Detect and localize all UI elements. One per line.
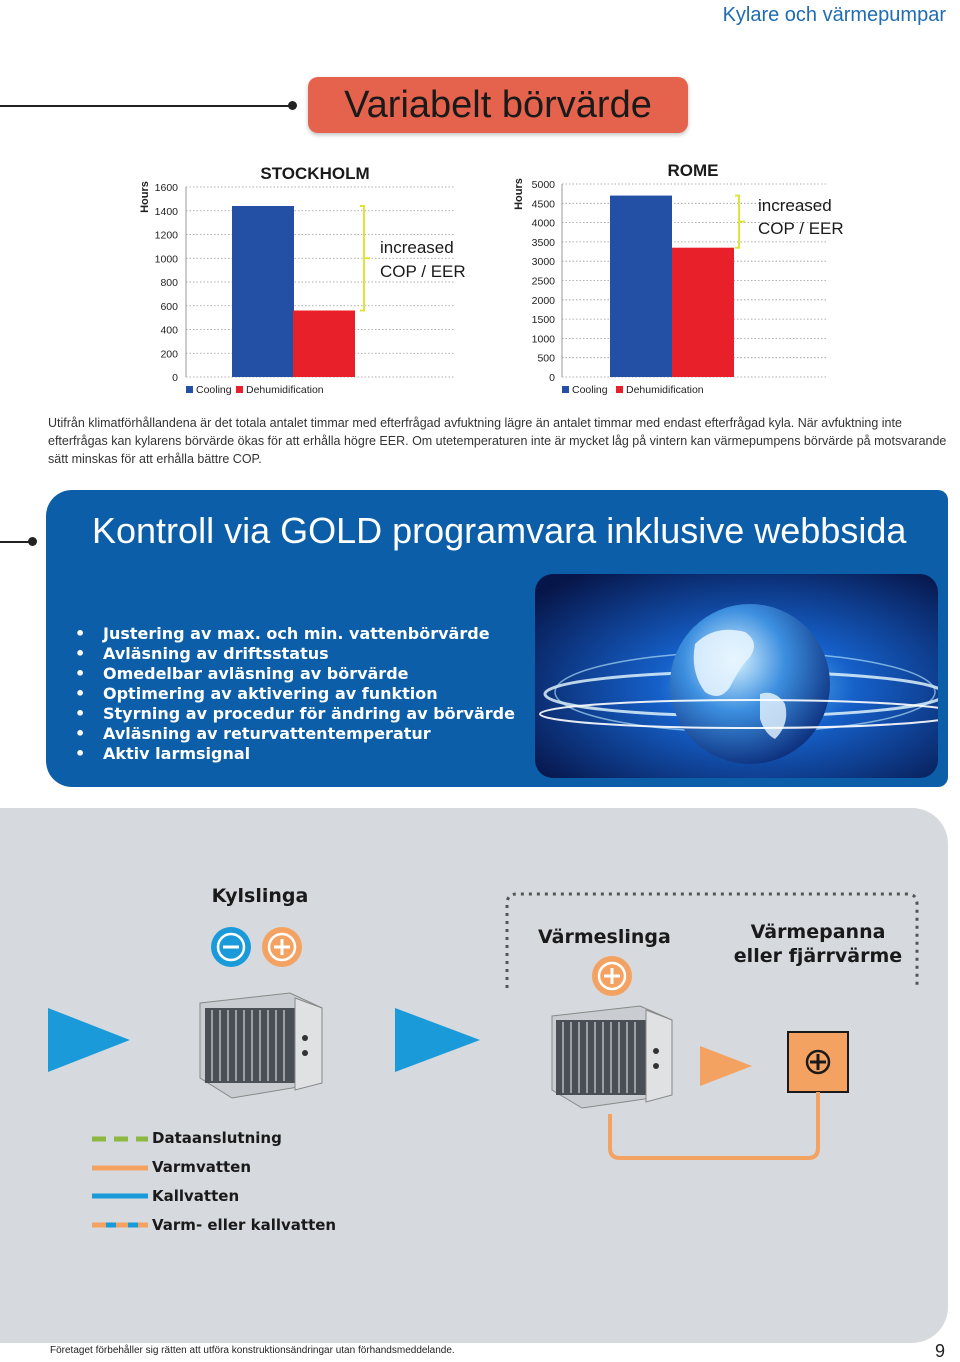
legend-swatch [562,386,569,393]
gold-section-rule [0,541,32,543]
heat-arrow-icon [700,1046,752,1086]
legend-swatch [186,386,193,393]
y-tick-label: 3000 [532,256,556,268]
legend-data-connection: Dataanslutning [152,1129,282,1147]
flow-arrow-icon [48,1008,130,1072]
list-item: Avläsning av returvattentemperatur [75,724,515,744]
y-tick-label: 600 [160,301,178,313]
y-tick-label: 4500 [532,198,556,210]
annotation-line2: COP / EER [758,219,844,238]
annotation-line1: increased [380,238,454,257]
heating-coil-unit-icon [551,1005,673,1109]
page-number: 9 [935,1341,946,1361]
section-title-pill: Variabelt börvärde [308,77,688,133]
cop-bracket [735,194,745,249]
y-axis-label: Hours [513,178,525,210]
boiler-label-line1: Värmepanna [750,921,886,943]
list-item: Justering av max. och min. vattenbörvärd… [75,624,515,644]
globe-image [535,574,938,778]
legend-hot-or-cold-water: Varm- eller kallvatten [152,1216,337,1234]
bar-dehumidification [672,247,734,377]
legend-cold-water: Kallvatten [152,1187,240,1205]
footer-disclaimer: Företaget förbehåller sig rätten att utf… [50,1345,455,1356]
bar-cooling [232,206,294,377]
y-tick-label: 1500 [532,314,556,326]
y-tick-label: 1000 [155,253,179,265]
section-rule-dot [288,101,297,110]
heating-coil-label: Värmeslinga [538,926,671,948]
y-axis-label: Hours [139,181,151,213]
y-tick-label: 2000 [532,295,556,307]
boiler-label-line2: eller fjärrvärme [733,945,903,967]
y-tick-label: 400 [160,325,178,337]
y-tick-label: 3500 [532,237,556,249]
cop-bracket [360,205,370,312]
bar-dehumidification [293,310,355,377]
y-tick-label: 0 [172,372,178,384]
data-connection-line [505,892,919,988]
hot-water-line [608,1092,820,1160]
y-tick-label: 5000 [532,179,556,191]
y-tick-label: 500 [537,353,555,365]
cooling-coil-unit-icon [199,992,323,1099]
list-item: Styrning av procedur för ändring av börv… [75,704,515,724]
bar-cooling [610,195,672,377]
legend-label: Cooling [572,384,608,396]
section-header-title: Kylare och värmepumpar [722,4,946,26]
flow-arrow-icon [395,1008,480,1072]
chart-title: STOCKHOLM [260,164,369,183]
gold-section-title: Kontroll via GOLD programvara inklusive … [92,510,907,551]
annotation-line1: increased [758,196,832,215]
legend-hot-water: Varmvatten [152,1158,252,1176]
annotation-line2: COP / EER [380,262,466,281]
legend-symbols [92,1136,148,1228]
cooling-coil-label: Kylslinga [211,885,309,907]
climate-bar-charts: 0 200 400 600 800 1000 1200 1400 1600 Hours STOCKH… [139,161,844,396]
system-diagram [48,892,919,1228]
y-tick-label: 1600 [155,182,179,194]
legend-label: Dehumidification [246,384,324,396]
section-rule [0,105,292,107]
y-tick-label: 800 [160,277,178,289]
y-tick-label: 1000 [532,333,556,345]
y-tick-label: 1200 [155,230,179,242]
list-item: Avläsning av driftsstatus [75,644,515,664]
y-tick-label: 200 [160,348,178,360]
y-tick-label: 1400 [155,206,179,218]
y-tick-label: 2500 [532,276,556,288]
legend-swatch [236,386,243,393]
legend-swatch [616,386,623,393]
list-item: Optimering av aktivering av funktion [75,684,515,704]
gold-section-rule-dot [28,537,37,546]
legend-label: Dehumidification [626,384,704,396]
list-item: Omedelbar avläsning av börvärde [75,664,515,684]
legend-label: Cooling [196,384,232,396]
gold-features-list: Justering av max. och min. vattenbörvärd… [75,624,515,764]
climate-description: Utifrån klimatförhållandena är det total… [48,416,947,466]
chart-title: ROME [668,161,719,180]
y-tick-label: 0 [549,372,555,384]
y-tick-label: 4000 [532,218,556,230]
list-item: Aktiv larmsignal [75,744,515,764]
